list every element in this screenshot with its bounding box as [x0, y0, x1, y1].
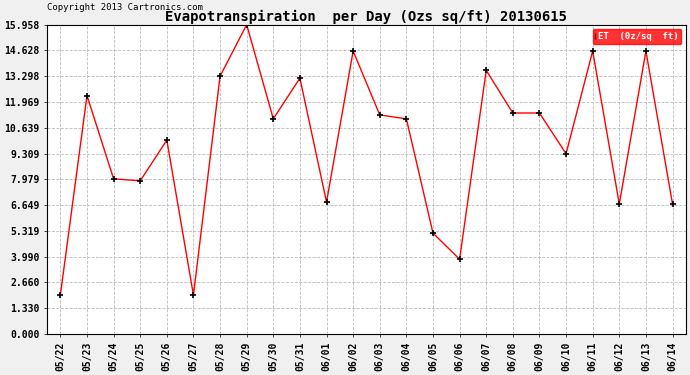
Title: Evapotranspiration  per Day (Ozs sq/ft) 20130615: Evapotranspiration per Day (Ozs sq/ft) 2…: [166, 9, 567, 24]
Text: Copyright 2013 Cartronics.com: Copyright 2013 Cartronics.com: [47, 3, 203, 12]
Legend: ET  (0z/sq  ft): ET (0z/sq ft): [593, 29, 681, 44]
